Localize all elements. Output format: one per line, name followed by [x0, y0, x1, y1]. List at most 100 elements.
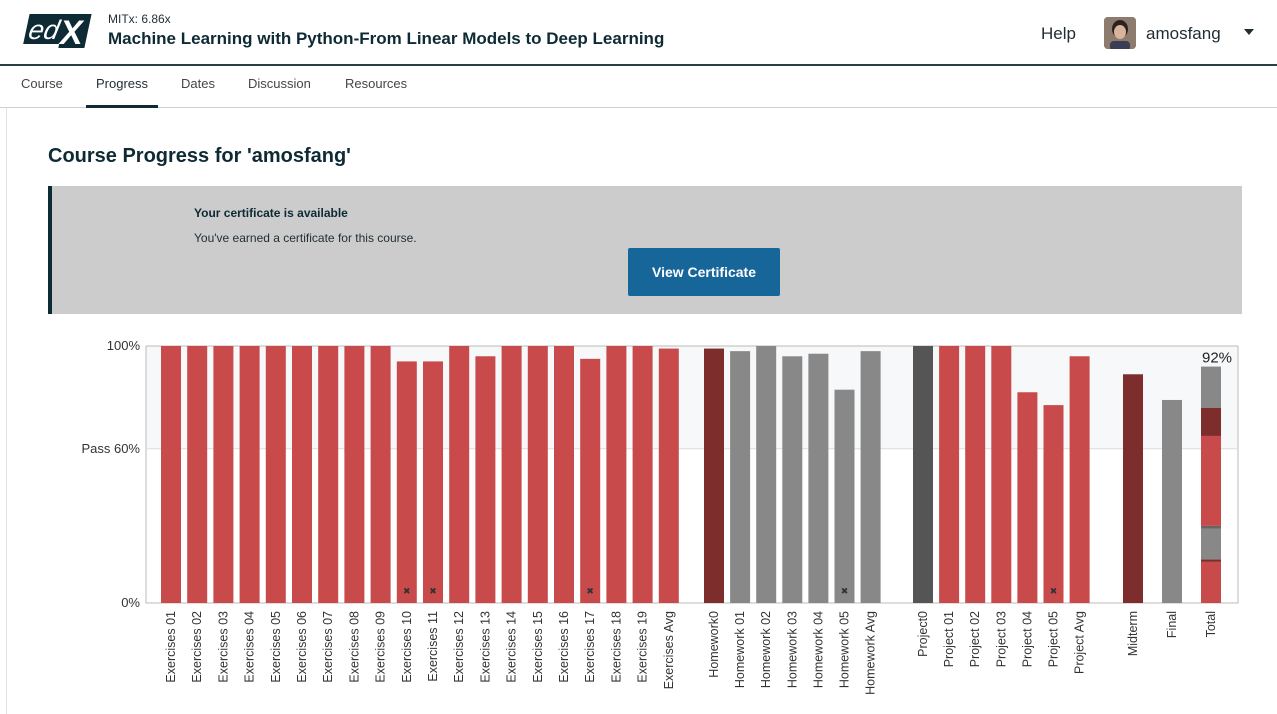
bar-project-04: [1017, 392, 1038, 603]
x-tick-label: Project 01: [942, 611, 956, 667]
x-tick-label: Exercises 05: [269, 611, 283, 683]
x-tick-label: Exercises 12: [452, 611, 466, 683]
bar-exercises-02: [187, 346, 208, 603]
svg-text:X: X: [58, 14, 85, 50]
x-tick-label: Exercises 14: [505, 611, 519, 683]
bar-exercises-15: [527, 346, 548, 603]
chart-frame: [145, 345, 1239, 604]
bar-final: [1162, 399, 1182, 603]
total-segment-5: [1201, 407, 1221, 436]
site-header: ed X MITx: 6.86x Machine Learning with P…: [0, 0, 1277, 64]
total-segment-1: [1201, 559, 1221, 562]
dropped-marker-icon: ✖: [429, 586, 437, 596]
bar-homework-avg: [860, 351, 881, 603]
bar-project0: [913, 346, 933, 603]
x-tick-label: Exercises Avg: [662, 611, 676, 689]
x-tick-label: Exercises 01: [164, 611, 178, 683]
chevron-down-icon[interactable]: [1242, 26, 1256, 38]
x-tick-label: Exercises 08: [347, 611, 361, 683]
tab-discussion[interactable]: Discussion: [248, 76, 311, 91]
help-link[interactable]: Help: [1041, 24, 1076, 43]
x-tick-label: Project 03: [994, 611, 1008, 667]
x-tick-label: Exercises 18: [609, 611, 623, 683]
x-tick-label: Exercises 11: [426, 611, 440, 682]
bar-exercises-19: [632, 346, 653, 603]
tab-resources[interactable]: Resources: [345, 76, 408, 91]
x-tick-label: Exercises 04: [243, 611, 257, 683]
page-title: Course Progress for 'amosfang': [48, 145, 351, 167]
x-tick-label: Midterm: [1126, 611, 1140, 656]
x-tick-label: Exercises 09: [374, 611, 388, 683]
bar-exercises-avg: [658, 348, 679, 603]
bar-exercises-08: [344, 346, 365, 603]
x-tick-label: Homework 03: [785, 611, 799, 688]
x-tick-label: Total: [1204, 611, 1218, 637]
x-tick-label: Exercises 19: [636, 611, 650, 683]
bar-exercises-13: [475, 356, 496, 603]
bar-project-05: [1043, 405, 1064, 603]
x-tick-label: Project 04: [1020, 611, 1034, 667]
bar-homework-02: [756, 346, 777, 603]
content-border: [6, 108, 7, 714]
x-tick-label: Exercises 16: [557, 611, 571, 683]
dropped-marker-icon: ✖: [1050, 586, 1058, 596]
dropped-marker-icon: ✖: [403, 586, 411, 596]
certificate-heading: Your certificate is available: [194, 206, 348, 220]
bar-exercises-10: [396, 361, 417, 603]
bar-project-01: [939, 346, 960, 603]
total-segment-6: [1201, 366, 1221, 408]
username[interactable]: amosfang: [1146, 24, 1221, 43]
tab-dates[interactable]: Dates: [181, 76, 215, 91]
x-tick-label: Exercises 02: [190, 611, 204, 683]
dropped-marker-icon: ✖: [841, 586, 849, 596]
total-segment-3: [1201, 525, 1221, 529]
bar-exercises-12: [449, 346, 470, 603]
course-title[interactable]: Machine Learning with Python-From Linear…: [108, 29, 665, 48]
bar-exercises-11: [423, 361, 443, 603]
bar-exercises-09: [370, 346, 391, 603]
bar-homework-01: [730, 351, 751, 603]
x-tick-label: Exercises 17: [583, 611, 597, 683]
x-tick-label: Final: [1165, 611, 1179, 638]
bar-project-02: [965, 346, 986, 603]
course-code: MITx: 6.86x: [108, 12, 171, 26]
bar-exercises-04: [239, 346, 260, 603]
x-tick-label: Homework 02: [759, 611, 773, 688]
bar-exercises-06: [292, 346, 312, 603]
x-tick-label: Project 02: [968, 611, 982, 667]
bar-project-avg: [1069, 356, 1090, 603]
y-tick-label: Pass 60%: [81, 441, 140, 456]
bar-project-03: [991, 346, 1012, 603]
bar-exercises-17: [580, 358, 601, 603]
tab-progress[interactable]: Progress: [86, 76, 159, 108]
x-tick-label: Exercises 06: [295, 611, 309, 683]
bar-homework0: [704, 348, 724, 603]
bar-homework-05: [834, 389, 855, 603]
svg-text:ed: ed: [26, 14, 63, 45]
y-tick-label: 100%: [107, 338, 141, 353]
x-tick-label: Exercises 15: [531, 611, 545, 683]
total-segment-2: [1201, 528, 1221, 560]
x-tick-label: Exercises 03: [216, 611, 230, 683]
total-segment-4: [1201, 435, 1221, 526]
bar-exercises-01: [161, 346, 181, 603]
x-tick-label: Homework 05: [838, 611, 852, 688]
total-percent-label: 92%: [1202, 350, 1232, 367]
total-segment-0: [1201, 561, 1221, 603]
user-avatar-icon[interactable]: [1104, 17, 1136, 49]
view-certificate-button[interactable]: View Certificate: [628, 248, 780, 296]
bar-exercises-18: [606, 346, 627, 603]
x-tick-label: Exercises 10: [400, 611, 414, 683]
x-tick-label: Homework Avg: [864, 611, 878, 695]
bar-exercises-07: [318, 346, 339, 603]
progress-chart: 100% Pass 60% 0% Exercises 01 Exercises 02 Ex…: [81, 338, 1239, 695]
certificate-text: You've earned a certificate for this cou…: [194, 231, 417, 245]
tab-course[interactable]: Course: [21, 76, 63, 91]
bar-exercises-03: [213, 346, 234, 603]
x-tick-label: Exercises 13: [478, 611, 492, 683]
y-tick-label: 0%: [121, 595, 140, 610]
bar-exercises-14: [501, 346, 522, 603]
bar-midterm: [1123, 374, 1143, 603]
x-tick-label: Project0: [916, 611, 930, 657]
edx-logo-icon[interactable]: ed X: [22, 12, 92, 50]
